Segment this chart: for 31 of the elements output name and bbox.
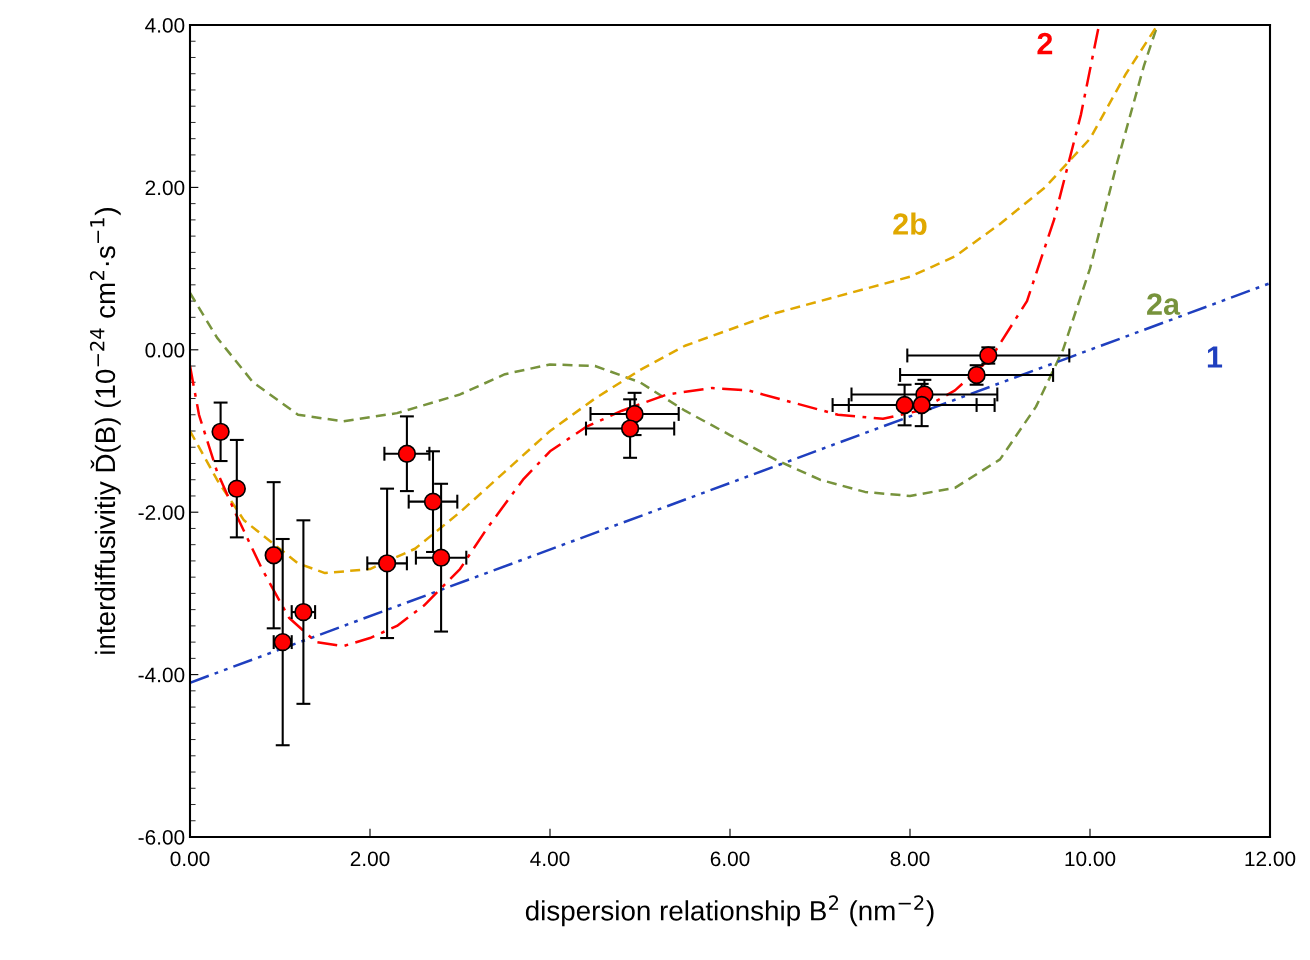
x-tick-label: 4.00	[530, 851, 570, 867]
point	[377, 554, 397, 573]
text: 2a	[1147, 293, 1181, 315]
y-tick-label: -6.00	[138, 830, 185, 845]
point	[211, 422, 230, 441]
y-tick-label: -2.00	[138, 505, 185, 520]
point	[625, 404, 644, 424]
x-tick-label: 10.00	[1065, 851, 1116, 867]
point	[423, 492, 443, 511]
point	[397, 444, 417, 463]
point	[895, 395, 914, 415]
series-label: 1	[1207, 346, 1223, 368]
x-axis-title: dispersion relationship B$^{2}$ (nm$^{−2}$)	[525, 895, 934, 927]
x-tick-label: 8.00	[890, 851, 930, 867]
y-axis-title: interdiffusivitiy Ď(B) (10$^{−24}$ cm$^{2}$·s$^{−1}$)	[89, 208, 121, 654]
series-label: 2	[1037, 32, 1053, 55]
point	[620, 419, 640, 438]
y-tick-label: -4.00	[138, 667, 185, 683]
series-label: 2b	[893, 212, 927, 235]
point	[227, 479, 246, 498]
x-tick-label: 12.00	[1245, 851, 1296, 867]
point	[431, 548, 451, 567]
y-tick-label: 0.00	[145, 342, 185, 358]
x-tick-label: 0.00	[170, 851, 210, 867]
x-tick-label: 2.00	[350, 851, 390, 867]
x-tick-label: 6.00	[710, 851, 750, 867]
y-tick-label: 4.00	[145, 18, 185, 33]
point	[294, 602, 313, 622]
point	[264, 546, 283, 565]
y-tick-label: 2.00	[145, 180, 185, 196]
point	[912, 395, 931, 415]
